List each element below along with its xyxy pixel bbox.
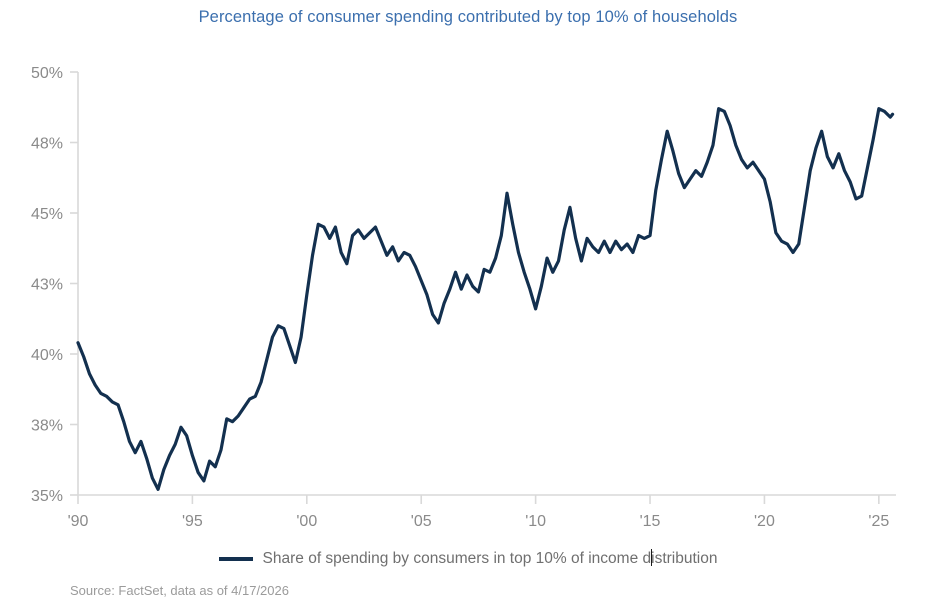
y-axis-tick-label: 43% [31, 277, 63, 294]
legend-label-text-after-caret: istribution [651, 550, 718, 567]
chart-title: Percentage of consumer spending contribu… [198, 8, 738, 26]
data-series-group [76, 107, 895, 491]
y-axis-tick-label: 38% [31, 418, 63, 435]
series-line [76, 107, 895, 491]
y-axis: 35% 38% 40% 43% 45% 48% 50% [31, 65, 79, 505]
chart-legend[interactable]: Share of spending by consumers in top 10… [0, 549, 936, 568]
x-axis-tick-label: '90 [68, 513, 89, 530]
x-axis-tick-label: '25 [868, 513, 889, 530]
x-axis-tick-label: '95 [182, 513, 203, 530]
source-note: Source: FactSet, data as of 4/17/2026 [70, 583, 289, 598]
y-axis-tick-label: 48% [31, 136, 63, 153]
x-axis-tick-label: '00 [296, 513, 317, 530]
x-axis: '90 '95 '00 '05 '10 '15 '20 '25 [68, 494, 896, 530]
x-axis-tick-label: '10 [525, 513, 546, 530]
y-axis-tick-label: 35% [31, 488, 63, 505]
text-cursor-caret [650, 549, 652, 566]
y-axis-tick-label: 45% [31, 206, 63, 223]
y-axis-tick-label: 50% [31, 65, 63, 82]
legend-label[interactable]: Share of spending by consumers in top 10… [262, 549, 718, 568]
x-axis-tick-label: '15 [640, 513, 661, 530]
legend-label-text-before-caret: Share of spending by consumers in top 10… [262, 550, 652, 567]
y-axis-tick-label: 40% [31, 347, 63, 364]
x-axis-tick-label: '05 [411, 513, 432, 530]
x-axis-tick-label: '20 [754, 513, 775, 530]
legend-line-swatch [218, 556, 253, 561]
